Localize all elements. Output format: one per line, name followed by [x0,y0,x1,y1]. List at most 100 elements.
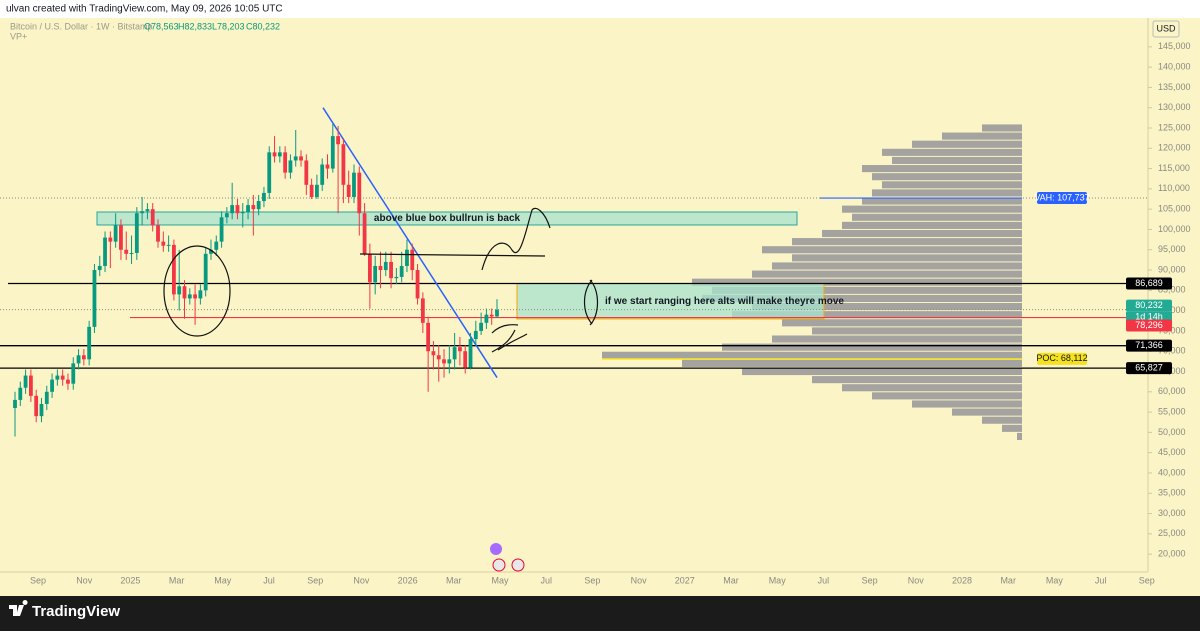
candle-body [71,363,76,384]
x-tick-label: Sep [30,575,46,585]
candle-body [23,375,28,388]
y-tick-label: 60,000 [1158,386,1186,396]
candle-body [383,261,388,271]
candle-body [468,339,473,368]
x-tick-label: Sep [307,575,323,585]
candle-body [256,201,261,210]
candle-body [18,387,23,400]
y-tick-label: 120,000 [1158,143,1191,153]
volume-profile-bar [682,359,1022,367]
volume-profile-bar [792,238,1022,246]
candle-body [177,286,182,295]
candle-body [399,265,404,277]
x-tick-label: Nov [76,575,93,585]
vah-label: VAH: 107,737 [1034,192,1089,202]
ohlc-label: O78,563 [144,21,179,31]
y-tick-label: 105,000 [1158,204,1191,214]
volume-profile-bar [742,367,1022,376]
candle-body [410,249,415,271]
hand-arrow [481,207,551,271]
volume-profile-bar [812,376,1022,384]
candle-body [246,205,250,213]
volume-profile-bar [912,400,1022,408]
volume-profile-bar [882,148,1022,156]
candle-body [97,265,102,271]
x-tick-label: Jul [1095,575,1107,585]
x-tick-label: Mar [446,575,462,585]
volume-profile-bar [862,165,1022,173]
candle-body [405,249,409,266]
current-price-label-box [1126,299,1172,312]
currency-box [1152,20,1180,38]
hand-line [359,253,546,257]
x-tick-label: 2027 [675,575,695,585]
x-tick-label: 2025 [120,575,140,585]
event-icon [511,558,525,572]
volume-profile-bar [862,197,1022,205]
trendline [322,107,498,378]
candle-body [373,265,378,283]
candle-body [28,375,33,396]
volume-profile-bar [942,132,1022,140]
price-level-label-box [1126,277,1172,290]
candle-body [156,225,160,242]
candle-body [309,184,314,197]
x-tick-label: 2028 [952,575,972,585]
candle-body [293,156,298,161]
ohlc-label: L78,203 [212,21,245,31]
volume-profile-bar [602,351,1022,359]
brand-name: TradingView [32,603,120,620]
zone [516,282,825,320]
candle-body [81,355,86,360]
candle-body [182,286,187,299]
volume-profile-bar [772,262,1022,270]
volume-profile-bar [762,246,1022,254]
volume-profile-bar [692,278,1022,286]
volume-profile-bar [722,343,1022,351]
x-tick-label: Nov [631,575,648,585]
candle-body [103,237,107,266]
candle-body [346,184,351,197]
hand-arrow-small [491,324,519,334]
y-tick-label: 90,000 [1158,264,1186,274]
header-bar [0,0,1200,18]
volume-profile-bar [912,140,1022,148]
candle-body [304,160,309,185]
candle-body [426,322,431,352]
candle-body [415,270,420,299]
volume-profile-bar [1017,432,1022,441]
x-tick-label: Jul [263,575,275,585]
price-level-label: 71,366 [1135,340,1163,350]
currency-label: USD [1156,23,1176,33]
candle-body [378,265,383,271]
volume-profile-bar [792,254,1022,262]
candle-body [277,152,282,157]
candle-body [495,309,499,317]
red-level-label-box [1126,319,1172,332]
x-tick-label: Nov [908,575,925,585]
candle-body [288,160,293,173]
x-tick-label: Sep [1139,575,1155,585]
volume-profile-bar [822,229,1022,238]
candle-body [362,213,367,254]
candle-body [66,379,70,384]
candle-body [315,184,319,197]
event-icon [492,558,506,572]
zone [96,211,798,226]
candle-body [262,192,266,202]
volume-profile-bar [842,384,1022,392]
y-tick-label: 130,000 [1158,102,1191,112]
candle-body [134,213,139,253]
candle-body [484,314,489,323]
candle-body [230,205,235,214]
candle-body [452,347,457,360]
poc-label: POC: 68,112 [1036,353,1087,363]
hand-arrow-small [491,329,528,353]
candle-body [272,152,277,157]
candle-body [39,403,44,417]
volume-profile-bar [842,221,1022,229]
volume-profile-bar [812,327,1022,335]
event-icon [490,543,502,555]
